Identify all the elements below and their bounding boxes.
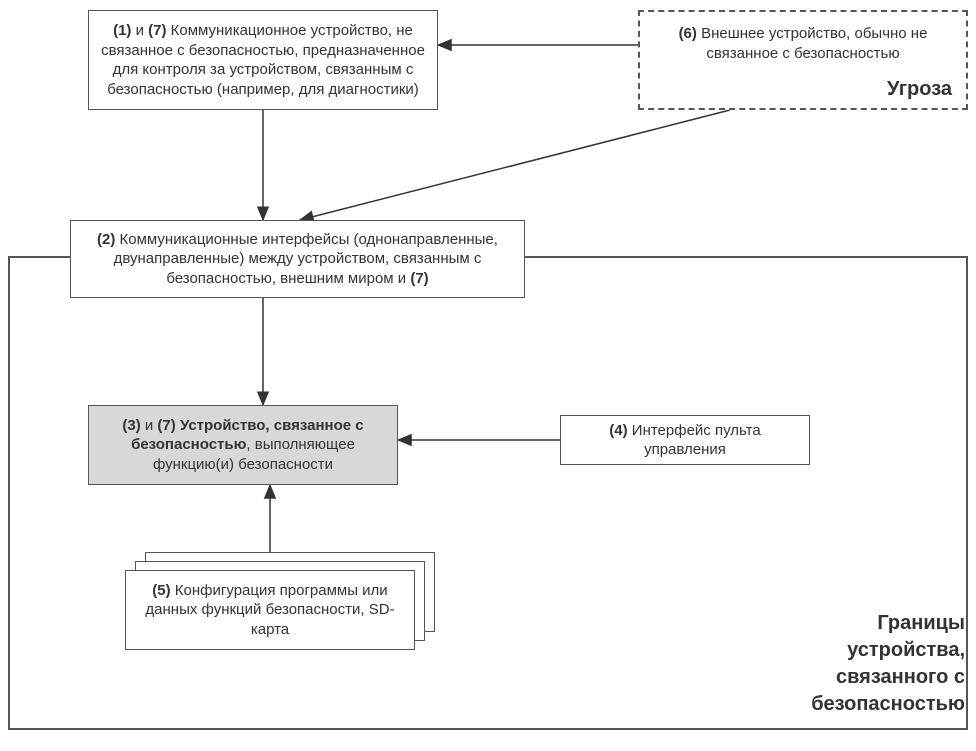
node-5-config-sd: (5) Конфигурация программы или данных фу… (125, 570, 415, 650)
node-3-safety-device: (3) и (7) Устройство, связанное с безопа… (88, 405, 398, 485)
node-4-control-panel: (4) Интерфейс пульта управления (560, 415, 810, 465)
node-6-text: (6) Внешнее устройство, обычно не связан… (650, 24, 956, 63)
node-2-text: (2) Коммуникационные интерфейсы (однонап… (81, 230, 514, 289)
boundary-top-right (525, 256, 968, 258)
node-4-text: (4) Интерфейс пульта управления (571, 421, 799, 460)
node-1-comm-device: (1) и (7) Коммуникационное устройство, н… (88, 10, 438, 110)
node-3-text: (3) и (7) Устройство, связанное с безопа… (99, 416, 387, 475)
diagram-canvas: (1) и (7) Коммуникационное устройство, н… (0, 0, 976, 751)
node-5-text: (5) Конфигурация программы или данных фу… (136, 581, 404, 640)
node-6-external-threat: (6) Внешнее устройство, обычно не связан… (638, 10, 968, 110)
boundary-label: Границы устройства, связанного с безопас… (785, 610, 965, 718)
boundary-top-left (8, 256, 70, 258)
node-2-comm-interfaces: (2) Коммуникационные интерфейсы (однонап… (70, 220, 525, 298)
node-1-text: (1) и (7) Коммуникационное устройство, н… (99, 21, 427, 99)
threat-label: Угроза (887, 76, 952, 102)
edge-n6-n2 (300, 110, 730, 220)
